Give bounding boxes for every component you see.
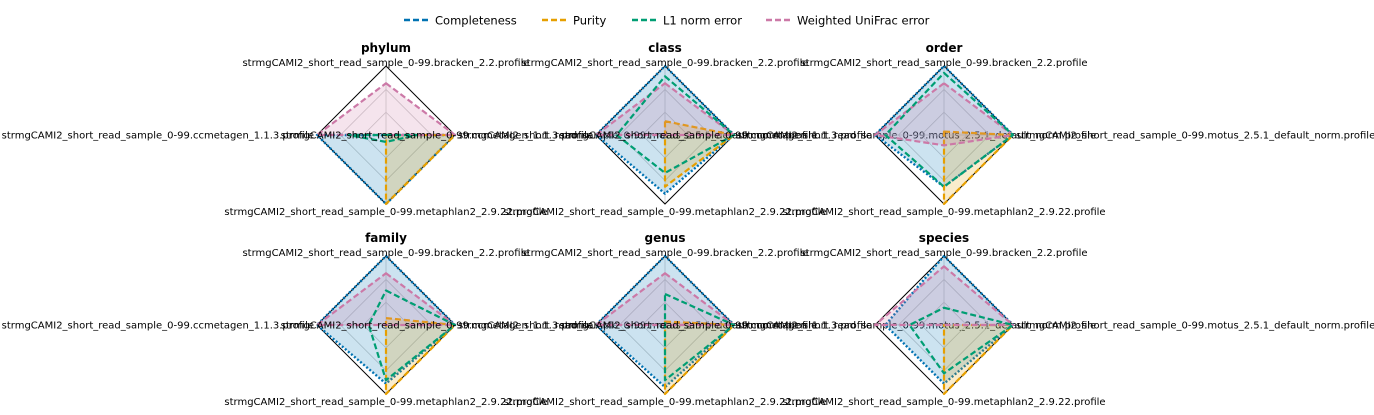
series-area-completeness — [596, 66, 734, 194]
series-line-l1-norm-error — [346, 133, 419, 143]
series-area-weighted-unifrac-error — [596, 83, 734, 135]
radar-panel-species: species strmgCAMI2_short_read_sample_0-99… — [560, 231, 1374, 408]
series-area-weighted-unifrac-error — [317, 83, 455, 135]
series-area-purity — [944, 131, 1013, 204]
series-line-weighted-unifrac-error — [873, 82, 1015, 147]
panel-title: phylum — [361, 41, 411, 55]
axis-label-left: strmgCAMI2_short_read_sample_0-99.ccmeta… — [560, 321, 872, 332]
panel-title: species — [919, 231, 969, 245]
axis-label-left: strmgCAMI2_short_read_sample_0-99.ccmeta… — [281, 131, 593, 142]
radar-panel-order: order strmgCAMI2_short_read_sample_0-99.b… — [560, 41, 1374, 218]
series-line-completeness — [315, 254, 457, 385]
axis-label-bottom: strmgCAMI2_short_read_sample_0-99.metaph… — [782, 207, 1105, 218]
legend-item: L1 norm error — [632, 14, 742, 28]
legend: Completeness Purity L1 norm error Weighted … — [404, 14, 930, 28]
axis-label-bottom: strmgCAMI2_short_read_sample_0-99.metaph… — [782, 397, 1105, 408]
series-line-purity — [942, 323, 1015, 396]
axis-label-left: strmgCAMI2_short_read_sample_0-99.ccmeta… — [2, 131, 314, 142]
axis-label-top: strmgCAMI2_short_read_sample_0-99.bracke… — [242, 58, 529, 69]
axis-label-left: strmgCAMI2_short_read_sample_0-99.ccmeta… — [2, 321, 314, 332]
axis-label-left: strmgCAMI2_short_read_sample_0-99.ccmeta… — [281, 321, 593, 332]
radar-panels: phylum strmgCAMI2_short_read_sample_0-99.… — [2, 41, 1374, 408]
panel-title: family — [365, 231, 407, 245]
series-area-weighted-unifrac-error — [317, 273, 455, 325]
panel-title: class — [648, 41, 682, 55]
legend-item: Weighted UniFrac error — [766, 14, 930, 28]
radar-panel-family: family strmgCAMI2_short_read_sample_0-99.… — [2, 231, 818, 408]
series-line-l1-norm-error — [615, 75, 736, 175]
series-area-purity — [665, 321, 734, 394]
axis-label-left: strmgCAMI2_short_read_sample_0-99.ccmeta… — [560, 131, 872, 142]
series-area-weighted-unifrac-error — [875, 266, 1013, 325]
series-line-completeness — [594, 254, 736, 389]
legend-label: L1 norm error — [663, 14, 742, 28]
axis-label-bottom: strmgCAMI2_short_read_sample_0-99.metaph… — [224, 397, 547, 408]
series-line-purity — [384, 133, 457, 206]
series-line-l1-norm-error — [663, 292, 736, 382]
axis-label-bottom: strmgCAMI2_short_read_sample_0-99.metaph… — [503, 207, 826, 218]
panel-title: genus — [645, 231, 686, 245]
legend-label: Purity — [573, 14, 606, 28]
series-line-weighted-unifrac-error — [594, 82, 736, 137]
series-line-purity — [384, 317, 457, 396]
series-line-l1-norm-error — [367, 289, 457, 382]
radar-panel-genus: genus strmgCAMI2_short_read_sample_0-99.b… — [281, 231, 1097, 408]
series-area-weighted-unifrac-error — [875, 83, 1013, 146]
axis-label-top: strmgCAMI2_short_read_sample_0-99.bracke… — [800, 58, 1087, 69]
axis-label-top: strmgCAMI2_short_read_sample_0-99.bracke… — [242, 248, 529, 259]
axis-label-top: strmgCAMI2_short_read_sample_0-99.bracke… — [800, 248, 1087, 259]
series-line-weighted-unifrac-error — [315, 272, 457, 327]
axis-label-bottom: strmgCAMI2_short_read_sample_0-99.metaph… — [503, 397, 826, 408]
axis-label-right: strmgCAMI2_short_read_sample_0-99.motus_… — [1016, 131, 1374, 142]
series-line-purity — [663, 120, 736, 188]
series-line-completeness — [594, 64, 736, 195]
axis-label-top: strmgCAMI2_short_read_sample_0-99.bracke… — [521, 58, 808, 69]
legend-label: Completeness — [435, 14, 517, 28]
axis-label-right: strmgCAMI2_short_read_sample_0-99.motus_… — [1016, 321, 1374, 332]
axis-label-top: strmgCAMI2_short_read_sample_0-99.bracke… — [521, 248, 808, 259]
radar-panel-class: class strmgCAMI2_short_read_sample_0-99.b… — [281, 41, 1097, 218]
axis-label-right: strmgCAMI2_short_read_sample_0-99.motus_… — [737, 321, 1096, 332]
axis-label-right: strmgCAMI2_short_read_sample_0-99.motus_… — [737, 131, 1096, 142]
legend-label: Weighted UniFrac error — [797, 14, 930, 28]
series-area-purity — [386, 318, 455, 394]
series-line-l1-norm-error — [908, 306, 1015, 375]
legend-item: Purity — [542, 14, 606, 28]
panel-title: order — [926, 41, 963, 55]
series-line-completeness — [873, 64, 1015, 188]
axis-label-bottom: strmgCAMI2_short_read_sample_0-99.metaph… — [224, 207, 547, 218]
series-line-purity — [942, 130, 1015, 206]
legend-item: Completeness — [404, 14, 517, 28]
series-area-completeness — [875, 66, 1013, 187]
